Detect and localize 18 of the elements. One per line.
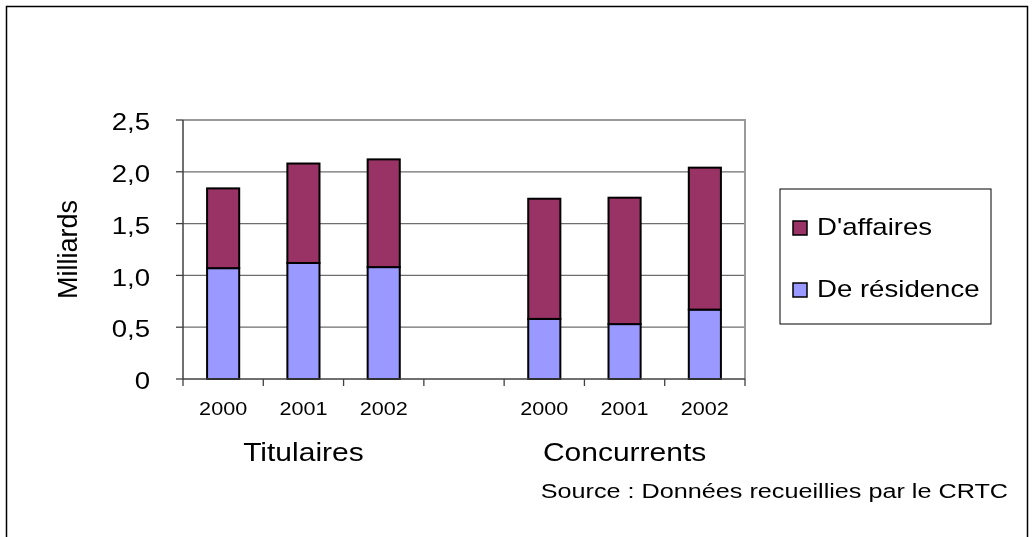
y-tick-label: 2,0 — [111, 161, 150, 187]
x-tick-label: 2000 — [199, 399, 248, 419]
text: Concurrents — [542, 437, 707, 467]
x-tick-label: 2001 — [600, 399, 649, 419]
text: Titulaires — [243, 437, 364, 467]
y-tick-label: 1,0 — [111, 264, 150, 291]
y-tick-label: 2,5 — [111, 109, 150, 135]
source-note: Source : Données recueillies par le CRTC — [540, 478, 1008, 503]
y-tick-label: 1,5 — [111, 212, 150, 239]
x-tick-label: 2002 — [359, 399, 408, 419]
legend-label: De résidence — [817, 276, 980, 302]
legend-label: D'affaires — [817, 214, 933, 240]
y-tick-label: 0,5 — [111, 316, 150, 342]
x-tick-label: 2001 — [279, 399, 328, 419]
x-tick-label: 2002 — [680, 399, 729, 419]
x-tick-label: 2000 — [520, 399, 569, 419]
y-axis-title: Milliards — [53, 199, 83, 300]
y-tick-label: 0 — [134, 368, 150, 394]
